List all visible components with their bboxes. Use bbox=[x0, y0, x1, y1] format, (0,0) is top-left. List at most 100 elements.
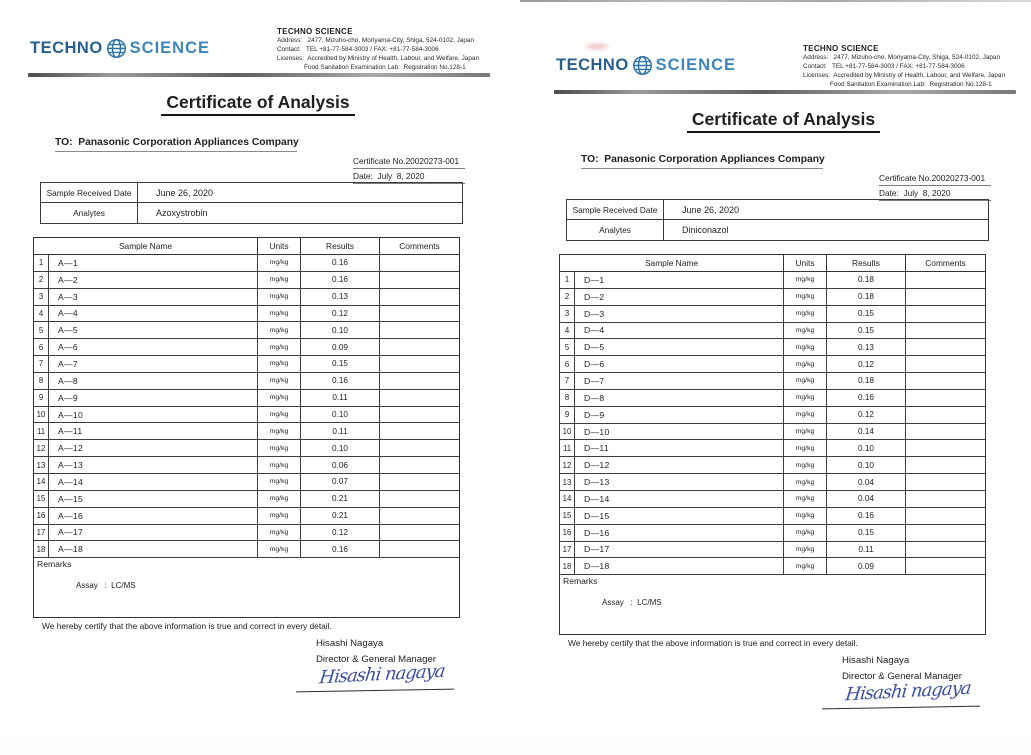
cell-units: mg/kg bbox=[784, 356, 827, 374]
cell-no: 16 bbox=[560, 524, 575, 542]
cell-comment bbox=[906, 542, 985, 559]
table-row: 7 D—7 mg/kg 0.18 bbox=[560, 373, 985, 390]
cell-units: mg/kg bbox=[784, 507, 827, 525]
table-row: 12 A—12 mg/kg 0.10 bbox=[34, 440, 459, 458]
table-row: 8 D—8 mg/kg 0.16 bbox=[560, 389, 985, 407]
company-name: TECHNO SCIENCE bbox=[277, 27, 353, 36]
cell-result: 0.04 bbox=[827, 490, 906, 508]
certificate-number: Certificate No.20020273-001 bbox=[879, 173, 991, 186]
cell-units: mg/kg bbox=[784, 440, 827, 458]
cell-comment bbox=[380, 525, 459, 542]
cell-comment bbox=[906, 558, 985, 576]
table-row: 15 D—15 mg/kg 0.16 bbox=[560, 507, 985, 525]
cell-result: 0.18 bbox=[827, 272, 906, 289]
certificate-page-1: TECHNO SCIENCE TECHNO SCIENCE Address: 2… bbox=[0, 0, 516, 738]
cell-no: 2 bbox=[34, 271, 49, 289]
cell-no: 13 bbox=[34, 457, 49, 474]
cell-comment bbox=[380, 474, 459, 491]
cell-units: mg/kg bbox=[258, 322, 301, 340]
table-row: 10 A—10 mg/kg 0.10 bbox=[34, 406, 459, 424]
table-row: 11 D—11 mg/kg 0.10 bbox=[560, 440, 985, 458]
signer-title: Director & General Manager bbox=[316, 654, 436, 665]
cell-comment bbox=[380, 289, 459, 306]
cell-comment bbox=[906, 339, 985, 357]
analytes-label: Analytes bbox=[41, 203, 138, 223]
cell-name: D—4 bbox=[575, 322, 784, 340]
cell-no: 18 bbox=[34, 541, 49, 559]
cell-name: A—15 bbox=[49, 490, 258, 508]
cell-name: A—3 bbox=[49, 288, 258, 306]
cell-no: 7 bbox=[34, 356, 49, 373]
remarks-label: Remarks bbox=[37, 559, 72, 570]
cell-name: D—7 bbox=[575, 373, 784, 390]
cell-name: A—9 bbox=[49, 389, 258, 407]
cell-units: mg/kg bbox=[258, 524, 301, 542]
page-content: TECHNO SCIENCE TECHNO SCIENCE Address: 2… bbox=[526, 17, 1031, 755]
cell-result: 0.13 bbox=[827, 339, 906, 357]
certification-statement: We hereby certify that the above informa… bbox=[42, 621, 332, 631]
logo-text-techno: TECHNO bbox=[30, 39, 103, 57]
cell-name: D—10 bbox=[575, 423, 784, 441]
cell-no: 6 bbox=[34, 339, 49, 357]
certificate-title: Certificate of Analysis bbox=[161, 92, 355, 116]
certificate-number: Certificate No.20020273-001 bbox=[353, 156, 465, 169]
cell-name: D—3 bbox=[575, 305, 784, 323]
cell-result: 0.11 bbox=[827, 541, 906, 559]
table-row: 14 A—14 mg/kg 0.07 bbox=[34, 473, 459, 491]
table-row: 17 A—17 mg/kg 0.12 bbox=[34, 524, 459, 542]
cell-name: D—2 bbox=[575, 288, 784, 306]
cell-units: mg/kg bbox=[258, 406, 301, 424]
cell-result: 0.11 bbox=[301, 423, 380, 441]
cell-result: 0.14 bbox=[827, 423, 906, 441]
header-divider bbox=[554, 90, 1016, 94]
cell-comment bbox=[380, 423, 459, 441]
cell-units: mg/kg bbox=[784, 389, 827, 407]
results-table-header: Sample Name Units Results Comments bbox=[34, 238, 459, 255]
cell-units: mg/kg bbox=[784, 305, 827, 323]
cell-name: A—16 bbox=[49, 507, 258, 525]
header-results: Results bbox=[301, 238, 380, 255]
cell-units: mg/kg bbox=[784, 288, 827, 306]
cell-no: 4 bbox=[34, 305, 49, 323]
cell-units: mg/kg bbox=[784, 339, 827, 357]
cell-comment bbox=[906, 323, 985, 340]
header-divider bbox=[28, 73, 490, 77]
cell-result: 0.09 bbox=[827, 558, 906, 576]
cell-result: 0.15 bbox=[827, 305, 906, 323]
table-row: 14 D—14 mg/kg 0.04 bbox=[560, 490, 985, 508]
cell-result: 0.09 bbox=[301, 339, 380, 357]
cell-name: D—14 bbox=[575, 490, 784, 508]
cell-name: A—14 bbox=[49, 473, 258, 491]
cell-comment bbox=[906, 373, 985, 390]
table-row: 9 D—9 mg/kg 0.12 bbox=[560, 406, 985, 424]
cell-comment bbox=[906, 457, 985, 475]
company-info-block: TECHNO SCIENCE Address: 2477, Mizuho-cho… bbox=[277, 27, 499, 72]
remarks-section: Remarks Assay : LC/MS bbox=[34, 558, 459, 617]
globe-icon bbox=[106, 38, 127, 59]
cell-no: 11 bbox=[34, 423, 49, 441]
company-licenses-line: Licenses: Accredited by Ministry of Heal… bbox=[277, 55, 480, 63]
cell-units: mg/kg bbox=[258, 423, 301, 441]
table-row: 7 A—7 mg/kg 0.15 bbox=[34, 356, 459, 373]
cell-units: mg/kg bbox=[784, 272, 827, 289]
company-address-line: Address: 2477, Mizuho-cho, Moriyama-City… bbox=[277, 37, 475, 44]
cell-units: mg/kg bbox=[784, 541, 827, 559]
cell-no: 9 bbox=[34, 389, 49, 407]
cell-result: 0.12 bbox=[827, 356, 906, 374]
received-date-label: Sample Received Date bbox=[567, 200, 664, 220]
cell-result: 0.16 bbox=[827, 389, 906, 407]
cell-no: 5 bbox=[560, 339, 575, 357]
cell-no: 15 bbox=[34, 490, 49, 508]
cell-comment bbox=[906, 356, 985, 374]
cell-result: 0.10 bbox=[827, 457, 906, 475]
cell-no: 8 bbox=[34, 372, 49, 390]
cell-result: 0.07 bbox=[301, 473, 380, 491]
signature-underline bbox=[296, 688, 454, 693]
cell-comment bbox=[906, 508, 985, 525]
cell-result: 0.12 bbox=[301, 305, 380, 323]
cell-no: 11 bbox=[560, 440, 575, 458]
header-units: Units bbox=[258, 238, 301, 255]
cell-name: A—1 bbox=[49, 255, 258, 272]
cell-units: mg/kg bbox=[258, 541, 301, 559]
certificate-page-2: TECHNO SCIENCE TECHNO SCIENCE Address: 2… bbox=[516, 0, 1031, 738]
